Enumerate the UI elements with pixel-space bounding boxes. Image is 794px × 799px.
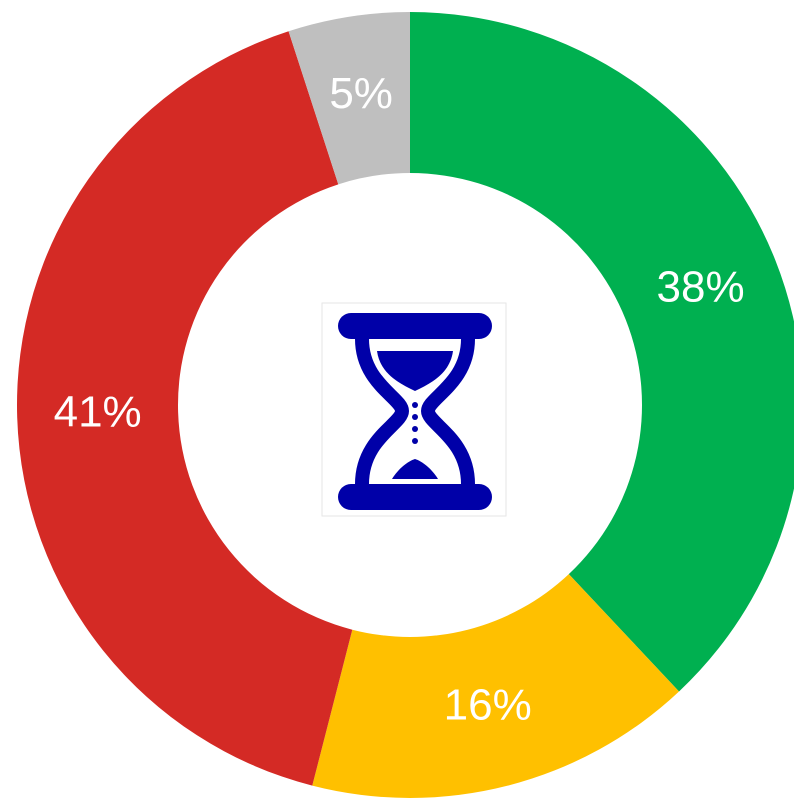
slice (288, 12, 410, 185)
slice (312, 574, 680, 799)
data-label: 41% (54, 387, 142, 436)
hourglass-icon (321, 302, 507, 517)
data-label: 5% (329, 69, 393, 118)
data-label: 38% (657, 263, 745, 312)
slice (410, 12, 794, 692)
data-label: 16% (444, 680, 532, 729)
slices (16, 12, 794, 799)
labels: 38% 16% 41% 5% (54, 69, 745, 729)
slice (16, 31, 353, 786)
